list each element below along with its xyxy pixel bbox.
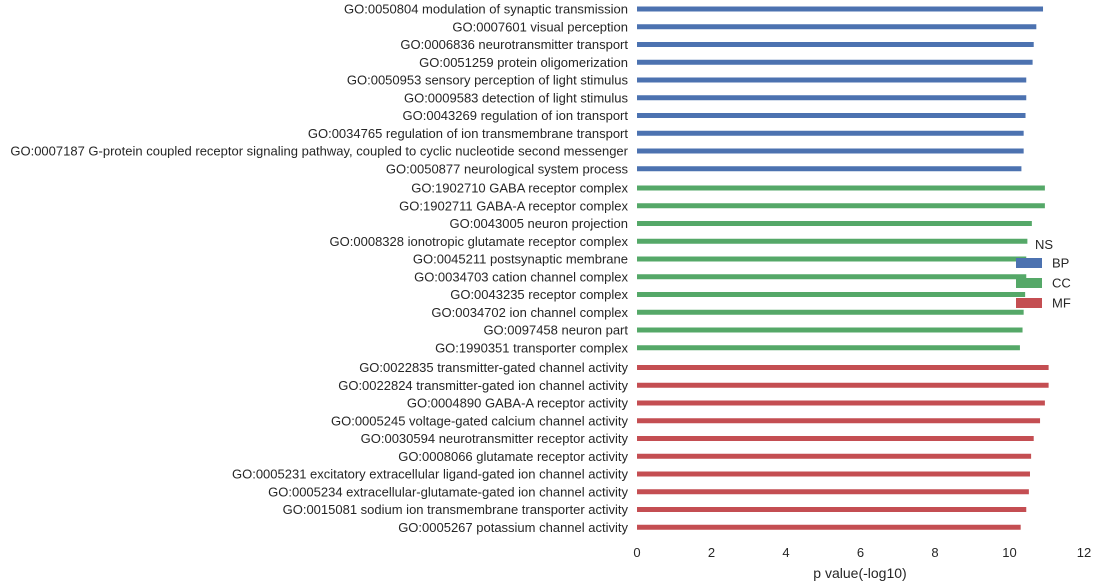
bar-cc [637, 309, 1024, 315]
bar-bp [637, 166, 1022, 172]
bar-bp [637, 59, 1033, 65]
category-label: GO:0015081 sodium ion transmembrane tran… [283, 502, 629, 517]
category-label: GO:0008066 glutamate receptor activity [398, 449, 628, 464]
category-label: GO:0045211 postsynaptic membrane [413, 252, 628, 267]
legend: NS BP CC MF [1016, 237, 1071, 311]
x-tick-label: 0 [633, 545, 640, 560]
legend-swatch-cc [1016, 278, 1042, 288]
category-label: GO:0034702 ion channel complex [431, 305, 628, 320]
bar-mf [637, 489, 1029, 495]
category-label: GO:0043005 neuron projection [449, 216, 628, 231]
category-label: GO:0050804 modulation of synaptic transm… [344, 2, 628, 17]
category-label: GO:0007601 visual perception [452, 19, 628, 34]
category-label: GO:0005234 extracellular-glutamate-gated… [268, 484, 628, 499]
category-label: GO:1902710 GABA receptor complex [411, 181, 628, 196]
category-label: GO:0008328 ionotropic glutamate receptor… [330, 234, 629, 249]
bar-mf [637, 436, 1034, 441]
category-label: GO:0050877 neurological system process [386, 161, 629, 176]
category-labels: GO:0050804 modulation of synaptic transm… [10, 2, 628, 535]
category-label: GO:0030594 neurotransmitter receptor act… [361, 431, 629, 446]
category-label: GO:0097458 neuron part [483, 323, 628, 338]
category-label: GO:0009583 detection of light stimulus [404, 90, 629, 105]
bar-mf [637, 382, 1049, 388]
category-label: GO:0022824 transmitter-gated ion channel… [338, 378, 628, 393]
bar-cc [637, 292, 1026, 297]
bar-cc [637, 345, 1020, 351]
legend-label-mf: MF [1052, 296, 1071, 311]
bar-mf [637, 507, 1027, 512]
x-tick-label: 8 [931, 545, 938, 560]
bars [637, 6, 1049, 530]
category-label: GO:0043235 receptor complex [450, 287, 628, 302]
bar-mf [637, 471, 1030, 477]
category-label: GO:0004890 GABA-A receptor activity [407, 396, 629, 411]
bar-bp [637, 148, 1024, 154]
bar-bp [637, 130, 1024, 136]
x-tick-label: 10 [1002, 545, 1016, 560]
category-label: GO:0005267 potassium channel activity [398, 520, 628, 535]
bar-cc [637, 327, 1023, 333]
bar-cc [637, 256, 1027, 262]
legend-label-cc: CC [1052, 276, 1071, 291]
bar-cc [637, 185, 1045, 191]
x-axis-ticks: 0 2 4 6 8 10 12 [633, 545, 1091, 560]
bar-bp [637, 95, 1027, 101]
bar-mf [637, 400, 1045, 406]
x-tick-label: 4 [782, 545, 789, 560]
category-label: GO:0034703 cation channel complex [414, 269, 628, 284]
bar-cc [637, 274, 1027, 280]
bar-cc [637, 238, 1028, 244]
category-label: GO:1990351 transporter complex [435, 340, 628, 355]
category-label: GO:0034765 regulation of ion transmembra… [308, 126, 629, 141]
category-label: GO:1902711 GABA-A receptor complex [399, 198, 628, 213]
category-label: GO:0051259 protein oligomerization [419, 55, 628, 70]
legend-label-bp: BP [1052, 256, 1069, 271]
x-tick-label: 2 [708, 545, 715, 560]
bar-mf [637, 453, 1032, 459]
bar-bp [637, 113, 1026, 118]
category-label: GO:0022835 transmitter-gated channel act… [359, 360, 628, 375]
category-label: GO:0005231 excitatory extracellular liga… [232, 467, 629, 482]
category-label: GO:0050953 sensory perception of light s… [347, 73, 629, 88]
bar-mf [637, 524, 1021, 530]
bar-bp [637, 24, 1037, 30]
bar-cc [637, 203, 1045, 209]
x-axis-title: p value(-log10) [813, 565, 906, 581]
category-label: GO:0007187 G-protein coupled receptor si… [10, 144, 628, 159]
x-tick-label: 12 [1077, 545, 1091, 560]
category-label: GO:0043269 regulation of ion transport [403, 108, 629, 123]
bar-mf [637, 365, 1049, 370]
bar-bp [637, 6, 1044, 12]
bar-bp [637, 77, 1027, 83]
x-tick-label: 6 [857, 545, 864, 560]
bar-cc [637, 221, 1032, 226]
bar-bp [637, 42, 1034, 47]
legend-title: NS [1035, 237, 1053, 252]
category-label: GO:0006836 neurotransmitter transport [400, 37, 628, 52]
bar-mf [637, 418, 1041, 424]
category-label: GO:0005245 voltage-gated calcium channel… [331, 413, 629, 428]
legend-swatch-mf [1016, 298, 1042, 308]
legend-swatch-bp [1016, 258, 1042, 268]
